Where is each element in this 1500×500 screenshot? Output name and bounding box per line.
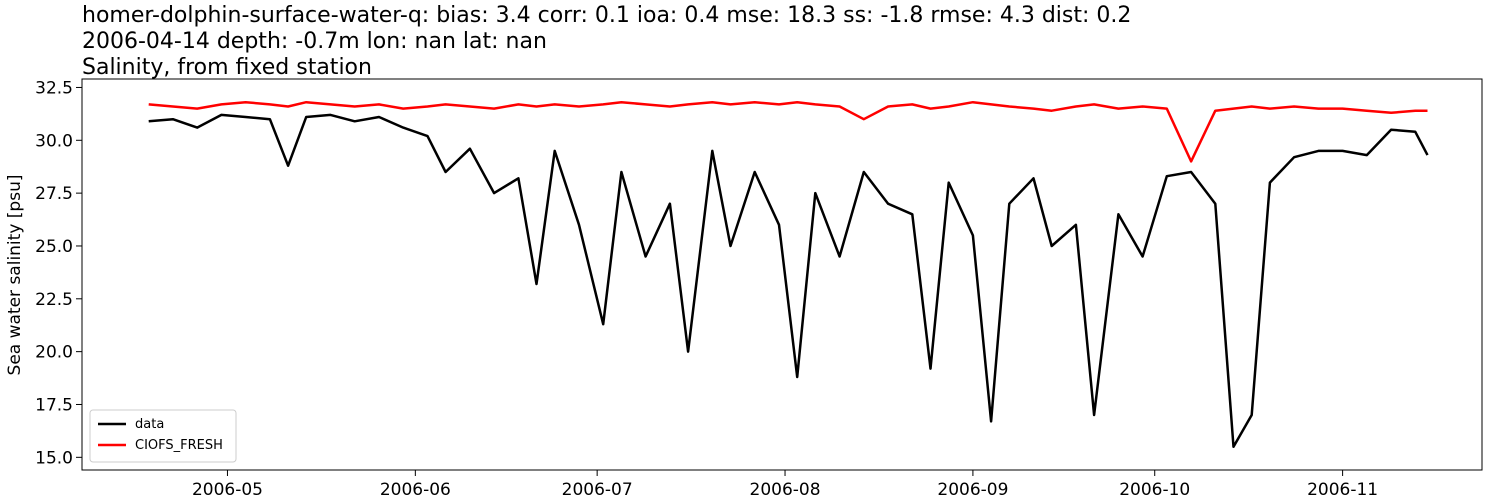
y-tick-label: 17.5: [35, 395, 73, 415]
y-tick-label: 22.5: [35, 290, 73, 310]
plot-frame: [81, 78, 1483, 471]
x-tick-label: 2006-08: [750, 480, 821, 500]
chart-subtitle: Salinity, from fixed station: [82, 55, 372, 80]
y-tick-label: 32.5: [35, 78, 73, 98]
x-tick-label: 2006-11: [1307, 480, 1378, 500]
y-tick-label: 15.0: [35, 448, 73, 468]
legend-label: CIOFS_FRESH: [135, 438, 223, 453]
legend-box: [89, 409, 237, 463]
y-tick-label: 25.0: [35, 237, 73, 257]
y-axis-label: Sea water salinity [psu]: [5, 175, 25, 376]
legend-label: data: [135, 417, 164, 432]
data-line: [148, 100, 1428, 163]
chart-subtitle: 2006-04-14 depth: -0.7m lon: nan lat: na…: [82, 29, 547, 54]
y-tick-label: 30.0: [35, 131, 73, 151]
x-tick-label: 2006-07: [562, 480, 633, 500]
legend: data CIOFS_FRESH: [89, 409, 237, 463]
x-tick-label: 2006-05: [192, 480, 263, 500]
data-line: [148, 113, 1429, 449]
y-tick-label: 20.0: [35, 343, 73, 363]
x-tick-label: 2006-10: [1119, 480, 1190, 500]
x-tick-label: 2006-06: [380, 480, 451, 500]
y-tick-label: 27.5: [35, 184, 73, 204]
chart-title: homer-dolphin-surface-water-q: bias: 3.4…: [82, 3, 1131, 28]
x-tick-label: 2006-09: [937, 480, 1008, 500]
